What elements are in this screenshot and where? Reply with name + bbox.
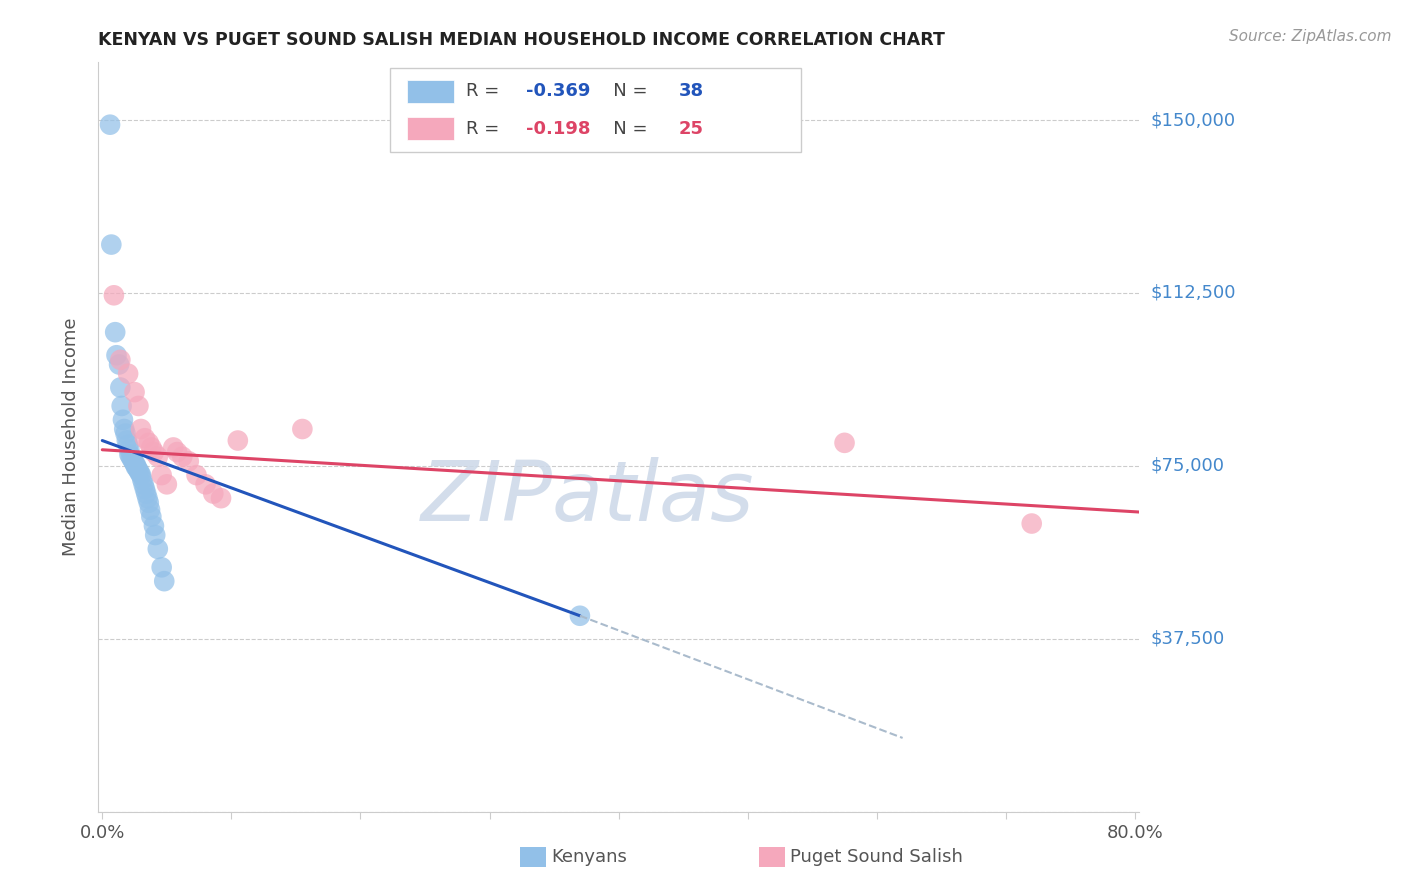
Point [146, 541, 169, 556]
Text: -0.198: -0.198 [526, 120, 591, 137]
Point [143, 528, 166, 542]
Point [172, 450, 194, 464]
Point [141, 509, 163, 524]
Text: R =: R = [465, 82, 505, 101]
Point [117, 438, 139, 452]
Text: 38: 38 [679, 82, 704, 101]
Point [122, 454, 145, 468]
Point [117, 367, 139, 381]
Point [108, 358, 131, 372]
Point [100, 237, 122, 252]
Point [162, 441, 184, 455]
Text: N =: N = [596, 120, 652, 137]
Point [118, 442, 141, 457]
Point [136, 491, 159, 505]
Point [150, 560, 173, 574]
Point [104, 325, 127, 339]
Point [110, 380, 132, 394]
Point [127, 463, 149, 477]
Point [129, 422, 152, 436]
Point [134, 482, 156, 496]
Point [142, 519, 165, 533]
Point [129, 468, 152, 483]
Text: $75,000: $75,000 [1150, 457, 1225, 475]
Point [114, 426, 136, 441]
Point [121, 452, 143, 467]
Point [98, 118, 121, 132]
Y-axis label: Median Household Income: Median Household Income [62, 318, 80, 557]
Text: N =: N = [596, 82, 652, 101]
Point [291, 422, 314, 436]
FancyBboxPatch shape [408, 118, 454, 140]
Point [146, 450, 169, 464]
Text: Puget Sound Salish: Puget Sound Salish [790, 848, 963, 866]
Point [834, 435, 856, 450]
Point [127, 461, 149, 475]
Point [139, 502, 162, 516]
Text: Kenyans: Kenyans [551, 848, 627, 866]
Text: Source: ZipAtlas.com: Source: ZipAtlas.com [1229, 29, 1392, 44]
Point [209, 491, 232, 505]
Point [111, 413, 134, 427]
Point [124, 457, 146, 471]
Point [134, 431, 156, 445]
Text: 25: 25 [679, 120, 704, 137]
Point [125, 458, 148, 472]
Point [138, 435, 160, 450]
FancyBboxPatch shape [408, 80, 454, 103]
Point [568, 608, 591, 623]
Point [166, 445, 188, 459]
Point [124, 385, 146, 400]
Text: $37,500: $37,500 [1150, 630, 1225, 648]
Point [141, 441, 163, 455]
Point [186, 468, 208, 483]
Point [118, 447, 141, 461]
Text: $150,000: $150,000 [1150, 112, 1236, 129]
Point [128, 466, 150, 480]
Point [105, 348, 128, 362]
Point [135, 486, 157, 500]
Text: KENYAN VS PUGET SOUND SALISH MEDIAN HOUSEHOLD INCOME CORRELATION CHART: KENYAN VS PUGET SOUND SALISH MEDIAN HOUS… [98, 31, 945, 49]
Point [194, 477, 217, 491]
Point [142, 445, 165, 459]
Point [131, 473, 153, 487]
Point [132, 477, 155, 491]
Point [111, 399, 134, 413]
Point [138, 496, 160, 510]
Text: -0.369: -0.369 [526, 82, 591, 101]
Point [112, 422, 135, 436]
Point [110, 352, 132, 367]
Text: R =: R = [465, 120, 505, 137]
Point [202, 486, 225, 500]
Point [156, 477, 179, 491]
Point [177, 454, 200, 468]
Point [125, 459, 148, 474]
Point [103, 288, 125, 302]
Text: $112,500: $112,500 [1150, 284, 1236, 302]
Point [120, 450, 142, 464]
Point [150, 468, 173, 483]
Point [153, 574, 176, 589]
FancyBboxPatch shape [389, 68, 801, 153]
Point [115, 434, 138, 448]
Text: ZIPatlas: ZIPatlas [420, 457, 754, 538]
Point [127, 399, 149, 413]
Point [226, 434, 249, 448]
Point [1021, 516, 1043, 531]
